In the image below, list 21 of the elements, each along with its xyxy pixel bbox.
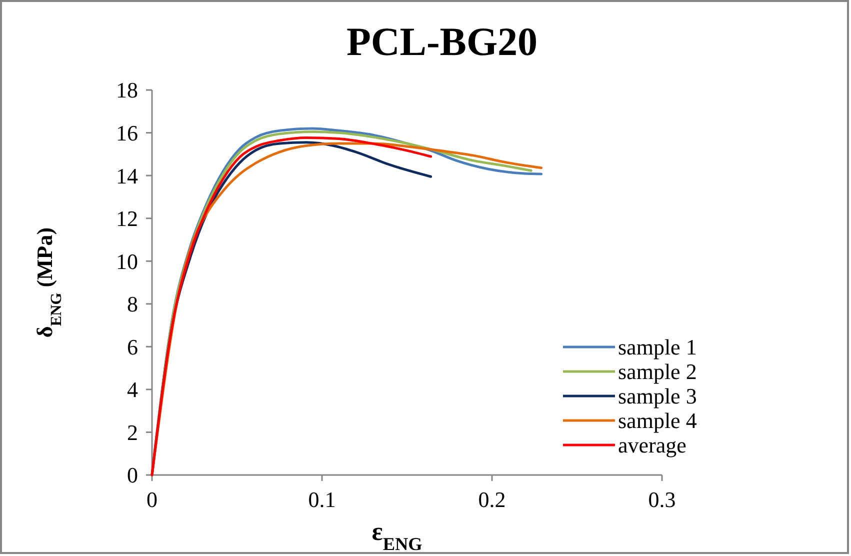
y-tick-label: 4 xyxy=(127,377,138,402)
legend-label: sample 3 xyxy=(618,384,697,409)
y-tick-label: 8 xyxy=(127,292,138,317)
legend-label: sample 1 xyxy=(618,334,697,360)
legend-label: sample 4 xyxy=(618,408,697,434)
y-tick-label: 16 xyxy=(116,120,138,146)
y-tick-label: 0 xyxy=(127,462,138,488)
y-tick-label: 14 xyxy=(116,163,138,188)
x-tick-label: 0 xyxy=(146,487,158,512)
y-tick-label: 18 xyxy=(116,78,138,103)
y-tick-label: 2 xyxy=(127,420,138,445)
y-tick-label: 10 xyxy=(116,248,138,274)
x-axis-title: ε$_{ENG}$ xyxy=(372,517,422,554)
y-tick-label: 12 xyxy=(116,206,138,232)
y-tick-label: 6 xyxy=(127,334,138,360)
legend-label: average xyxy=(618,432,686,458)
chart-title: PCL-BG20 xyxy=(346,19,538,64)
x-tick-label: 0.3 xyxy=(648,487,676,512)
x-tick-label: 0.2 xyxy=(478,487,506,512)
legend-label: sample 2 xyxy=(618,359,697,384)
x-tick-label: 0.1 xyxy=(308,487,336,512)
